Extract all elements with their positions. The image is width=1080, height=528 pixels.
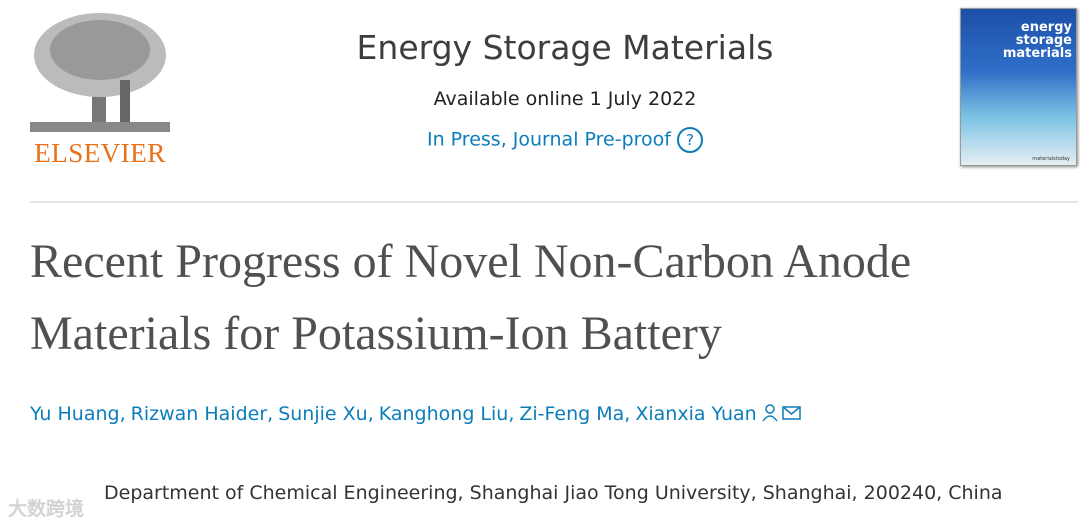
help-icon[interactable]: ? — [676, 127, 703, 153]
cover-footer: materialstoday — [1032, 156, 1070, 162]
journal-title[interactable]: Energy Storage Materials — [356, 28, 774, 67]
author-icons[interactable] — [762, 404, 802, 422]
publisher-name: ELSEVIER — [34, 138, 166, 168]
author-link[interactable]: Xianxia Yuan — [635, 403, 757, 425]
author-link[interactable]: Yu Huang — [30, 403, 126, 425]
author-link[interactable]: Rizwan Haider — [131, 403, 274, 425]
publisher-logo — [30, 13, 170, 132]
available-online: Available online 1 July 2022 — [433, 88, 697, 110]
status-link[interactable]: In Press, Journal Pre-proof — [427, 128, 671, 151]
authors: Yu HuangRizwan HaiderSunjie XuKanghong L… — [30, 403, 802, 425]
author-link[interactable]: Sunjie Xu — [278, 403, 374, 425]
affiliation: Department of Chemical Engineering, Shan… — [104, 482, 1003, 504]
separator — [30, 201, 1078, 203]
author-link[interactable]: Kanghong Liu — [379, 403, 515, 425]
status: In Press, Journal Pre-proof? — [280, 127, 850, 153]
cover-title: energy storage materials — [1002, 20, 1072, 61]
watermark: 大数跨境 — [8, 498, 85, 520]
author-link[interactable]: Zi-Feng Ma — [519, 403, 630, 425]
journal-cover[interactable]: energy storage materials materialstoday — [960, 8, 1077, 166]
article-title: Recent Progress of Novel Non-Carbon Anod… — [30, 235, 912, 360]
